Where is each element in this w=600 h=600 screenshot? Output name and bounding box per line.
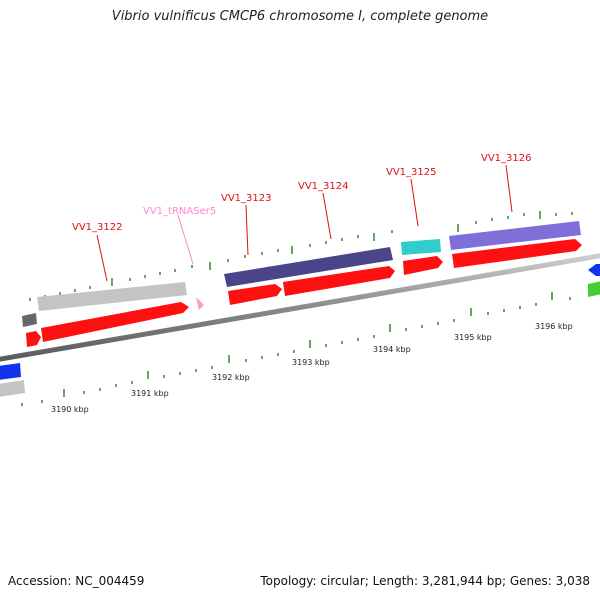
scale-label: 3195 kbp (454, 333, 492, 342)
gene-label-vv1-3123: VV1_3123 (221, 193, 272, 204)
gene-block-gray-left[interactable] (0, 380, 25, 397)
gene-label-vv1-3126: VV1_3126 (481, 153, 532, 164)
cds-arrow-2[interactable] (41, 302, 189, 342)
label-leaders (96, 164, 513, 282)
gene-label-vv1-3124: VV1_3124 (298, 181, 349, 192)
scale-label: 3191 kbp (131, 389, 169, 398)
cds-arrow-4[interactable] (283, 266, 395, 296)
scale-label: 3196 kbp (535, 322, 573, 331)
scale-label: 3192 kbp (212, 373, 250, 382)
trna-block[interactable] (196, 297, 204, 310)
inner-tick-track (21, 292, 571, 406)
gene-block-vv1-3124[interactable] (224, 247, 393, 287)
cds-arrow-5[interactable] (403, 256, 443, 275)
gene-block-vv1-3126[interactable] (449, 221, 581, 250)
gene-label-vv1-3122: VV1_3122 (72, 222, 123, 233)
genome-backbone (0, 253, 600, 362)
gene-block-blue-right[interactable] (588, 264, 600, 276)
gene-block-dark-gray[interactable] (22, 313, 37, 327)
scale-labels: 3190 kbp 3191 kbp 3192 kbp 3193 kbp 3194… (51, 322, 573, 414)
cds-track (26, 239, 582, 347)
cds-arrow-6[interactable] (452, 239, 582, 268)
gene-label-trna-ser5: VV1_tRNASer5 (143, 206, 216, 217)
gene-track (22, 221, 581, 327)
scale-label: 3194 kbp (373, 345, 411, 354)
gene-block-green-right[interactable] (588, 281, 600, 297)
gene-block-vv1-3125[interactable] (401, 239, 441, 255)
gene-block-blue-left[interactable] (0, 363, 21, 380)
cds-arrow-1[interactable] (26, 331, 41, 347)
topology-text: Topology: circular; Length: 3,281,944 bp… (260, 574, 590, 588)
cds-arrow-3[interactable] (228, 284, 282, 305)
gene-block-vv1-3122[interactable] (37, 282, 187, 311)
scale-label: 3193 kbp (292, 358, 330, 367)
map-title: Vibrio vulnificus CMCP6 chromosome I, co… (111, 9, 489, 24)
gene-label-vv1-3125: VV1_3125 (386, 167, 437, 178)
accession-text: Accession: NC_004459 (8, 574, 145, 588)
gene-labels: VV1_3122 VV1_tRNASer5 VV1_3123 VV1_3124 … (72, 153, 532, 233)
scale-label: 3190 kbp (51, 405, 89, 414)
outer-tick-track (29, 211, 573, 301)
